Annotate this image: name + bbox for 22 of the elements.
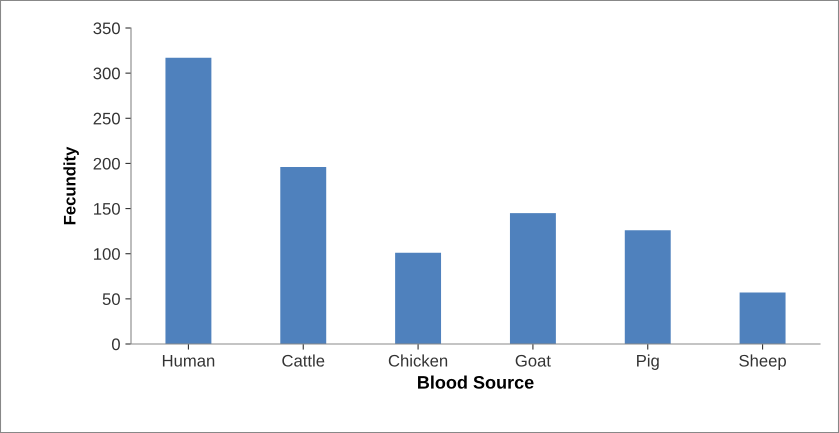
y-tick-label: 100 [94,248,120,260]
x-tick-label: Pig [637,354,659,370]
x-tick-label: Sheep [739,354,786,370]
x-tick-label: Human [162,355,214,367]
bar [624,230,671,344]
x-tick-label: Cattle [282,354,324,367]
x-tick-label: Goat [516,354,551,367]
y-tick-label: 0 [112,338,120,350]
y-axis-title: Fecundity [63,146,79,224]
y-tick-label: 50 [102,293,120,306]
x-axis-title: Blood Source [418,376,534,389]
bar [165,58,212,344]
bar [740,292,786,344]
y-tick-label: 350 [93,22,120,34]
bar [510,213,556,344]
y-tick-label: 250 [94,112,120,124]
bar [280,167,326,344]
bar [395,252,442,344]
y-tick-label: 200 [94,158,120,170]
x-tick-label: Chicken [388,354,448,367]
y-tick-label: 150 [94,202,120,215]
y-tick-label: 300 [93,68,120,80]
